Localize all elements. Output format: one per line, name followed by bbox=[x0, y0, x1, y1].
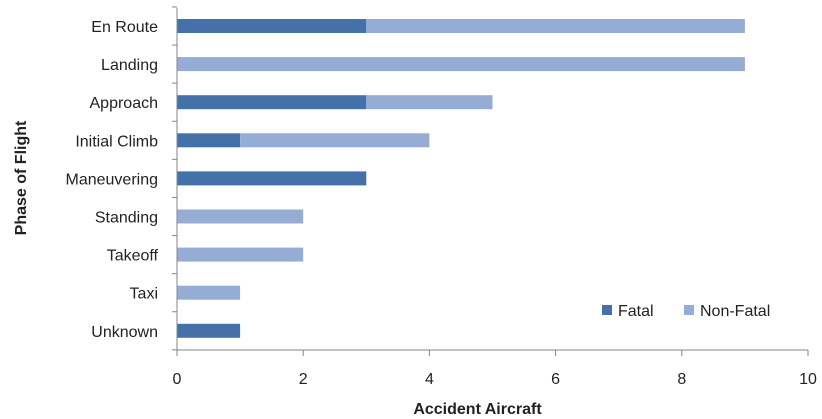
category-label: Landing bbox=[101, 57, 158, 74]
legend-label-fatal: Fatal bbox=[618, 303, 654, 320]
category-labels-group: En Route Landing Approach Initial Climb Mane… bbox=[66, 19, 159, 341]
x-ticks-group: 0 2 4 6 8 10 bbox=[172, 6, 817, 388]
bar-non-fatal-standing bbox=[177, 209, 304, 224]
legend: Fatal Non-Fatal bbox=[602, 303, 770, 320]
bar-fatal-approach bbox=[177, 95, 367, 110]
x-tick-label: 8 bbox=[677, 371, 686, 388]
legend-swatch-fatal bbox=[602, 305, 612, 315]
category-label: Maneuvering bbox=[66, 171, 159, 188]
legend-label-non-fatal: Non-Fatal bbox=[700, 303, 770, 320]
bar-non-fatal-en-route bbox=[366, 19, 745, 33]
category-label: Initial Climb bbox=[75, 133, 158, 150]
bar-non-fatal-taxi bbox=[177, 285, 241, 300]
category-label: Takeoff bbox=[107, 248, 159, 265]
x-axis-title: Accident Aircraft bbox=[413, 401, 542, 418]
legend-swatch-non-fatal bbox=[684, 305, 694, 315]
bar-fatal-initial-climb bbox=[177, 133, 241, 148]
bar-fatal-unknown bbox=[177, 323, 241, 338]
x-tick-label: 0 bbox=[173, 371, 182, 388]
x-tick-label: 6 bbox=[551, 371, 560, 388]
category-label: Approach bbox=[90, 95, 159, 112]
category-label: Standing bbox=[95, 210, 158, 227]
bar-fatal-en-route bbox=[177, 19, 367, 33]
category-label: Unknown bbox=[91, 324, 158, 341]
bar-fatal-maneuvering bbox=[177, 171, 367, 186]
x-tick-label: 4 bbox=[425, 371, 434, 388]
category-label: Taxi bbox=[130, 286, 158, 303]
bar-non-fatal-initial-climb bbox=[240, 133, 430, 148]
bar-non-fatal-approach bbox=[366, 95, 493, 110]
x-tick-label: 2 bbox=[299, 371, 308, 388]
bar-non-fatal-takeoff bbox=[177, 247, 304, 262]
y-axis-title: Phase of Flight bbox=[13, 120, 30, 235]
bars-group bbox=[177, 19, 745, 338]
x-tick-label: 10 bbox=[799, 371, 817, 388]
bar-non-fatal-landing bbox=[177, 57, 745, 72]
category-label: En Route bbox=[91, 19, 158, 36]
